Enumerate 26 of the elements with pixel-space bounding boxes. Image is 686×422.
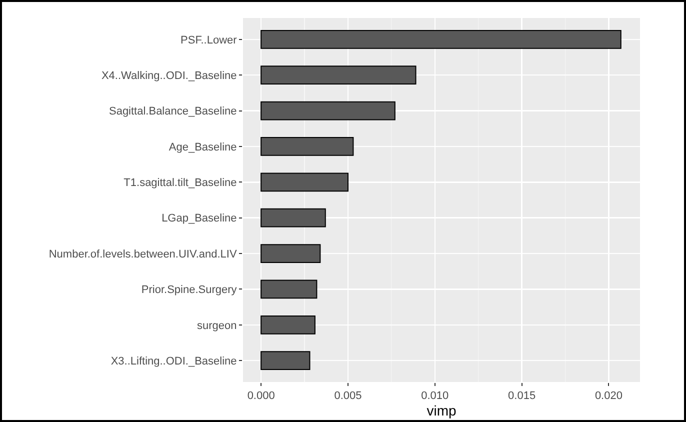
y-tick-label: Number.of.levels.between.UIV.and.LIV bbox=[48, 248, 238, 260]
y-tick-label: surgeon bbox=[197, 320, 237, 332]
x-tick-label: 0.010 bbox=[421, 390, 449, 402]
bar bbox=[260, 208, 326, 228]
bar bbox=[260, 351, 310, 370]
bar bbox=[260, 137, 354, 156]
x-tick-label: 0.005 bbox=[334, 390, 362, 402]
x-tick-label: 0.000 bbox=[247, 390, 275, 402]
bar bbox=[260, 101, 396, 120]
bar bbox=[260, 244, 321, 263]
y-tick-label: T1.sagittal.tilt_Baseline bbox=[124, 177, 237, 190]
x-axis-title: vimp bbox=[426, 402, 456, 418]
x-tick-label: 0.020 bbox=[594, 390, 622, 402]
y-tick-label: X4..Walking..ODI._Baseline bbox=[101, 70, 237, 82]
bar bbox=[260, 30, 622, 49]
y-tick-label: Prior.Spine.Surgery bbox=[141, 284, 238, 296]
y-tick-label: X3..Lifting..ODI._Baseline bbox=[110, 355, 237, 368]
y-tick-label: Age_Baseline bbox=[168, 141, 237, 154]
y-tick-label: PSF..Lower bbox=[180, 34, 238, 46]
y-tick-label: LGap_Baseline bbox=[162, 212, 237, 225]
bar bbox=[260, 315, 316, 334]
x-tick-label: 0.015 bbox=[508, 390, 536, 402]
bar bbox=[260, 172, 348, 192]
y-tick-label: Sagittal.Balance_Baseline bbox=[108, 106, 237, 118]
bar bbox=[260, 66, 416, 85]
bar bbox=[260, 280, 318, 299]
